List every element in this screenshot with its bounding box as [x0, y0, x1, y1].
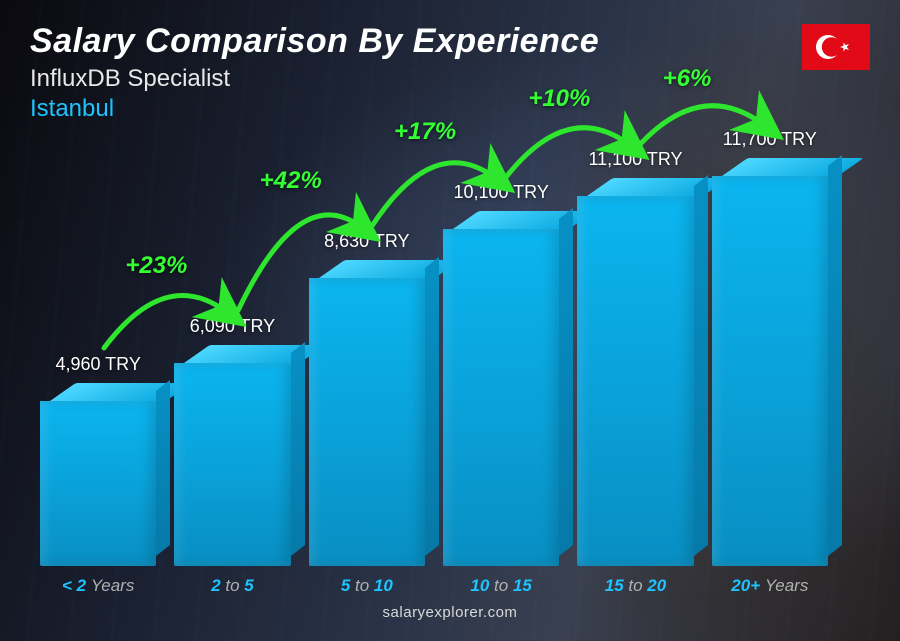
- bar: 11,100 TRY: [577, 149, 693, 566]
- bar-value-label: 11,100 TRY: [588, 149, 682, 170]
- bar-shape: [174, 345, 290, 566]
- bar: 11,700 TRY: [712, 129, 828, 566]
- bar-value-label: 6,090 TRY: [190, 316, 275, 337]
- bar: 4,960 TRY: [40, 354, 156, 566]
- increase-pct-label: +42%: [260, 167, 322, 195]
- x-tick-label: 15 to 20: [577, 576, 693, 596]
- bar: 8,630 TRY: [309, 231, 425, 566]
- x-tick-label: 10 to 15: [443, 576, 559, 596]
- bar: 10,100 TRY: [443, 182, 559, 566]
- bar-shape: [443, 211, 559, 566]
- x-tick-label: 20+ Years: [712, 576, 828, 596]
- bar-value-label: 11,700 TRY: [723, 129, 817, 150]
- job-title: InfluxDB Specialist: [30, 65, 870, 93]
- bar: 6,090 TRY: [174, 316, 290, 566]
- chart-container: Salary Comparison By Experience InfluxDB…: [0, 0, 900, 641]
- increase-pct-label: +23%: [125, 252, 187, 280]
- bar-shape: [40, 383, 156, 566]
- bars-row: 4,960 TRY 6,090 TRY 8,630 TRY 10,100 TRY 11,…: [40, 135, 828, 566]
- bar-value-label: 10,100 TRY: [453, 182, 548, 203]
- bar-shape: [712, 158, 828, 566]
- bar-shape: [577, 178, 693, 566]
- turkey-flag-icon: [802, 24, 870, 70]
- bar-value-label: 8,630 TRY: [324, 231, 409, 252]
- bar-value-label: 4,960 TRY: [55, 354, 140, 375]
- x-tick-label: 2 to 5: [174, 576, 290, 596]
- increase-pct-label: +17%: [394, 118, 456, 146]
- header: Salary Comparison By Experience InfluxDB…: [30, 22, 870, 123]
- x-tick-label: 5 to 10: [309, 576, 425, 596]
- x-tick-label: < 2 Years: [40, 576, 156, 596]
- chart-area: Average Monthly Salary 4,960 TRY6,090 TR…: [30, 135, 870, 596]
- page-title: Salary Comparison By Experience: [30, 22, 870, 61]
- bar-shape: [309, 260, 425, 566]
- increase-pct-label: +6%: [663, 65, 712, 93]
- x-axis-labels: < 2 Years 2 to 5 5 to 10 10 to 15 15 to 20 20…: [40, 576, 828, 596]
- footer-credit: salaryexplorer.com: [30, 604, 870, 621]
- increase-pct-label: +10%: [528, 85, 590, 113]
